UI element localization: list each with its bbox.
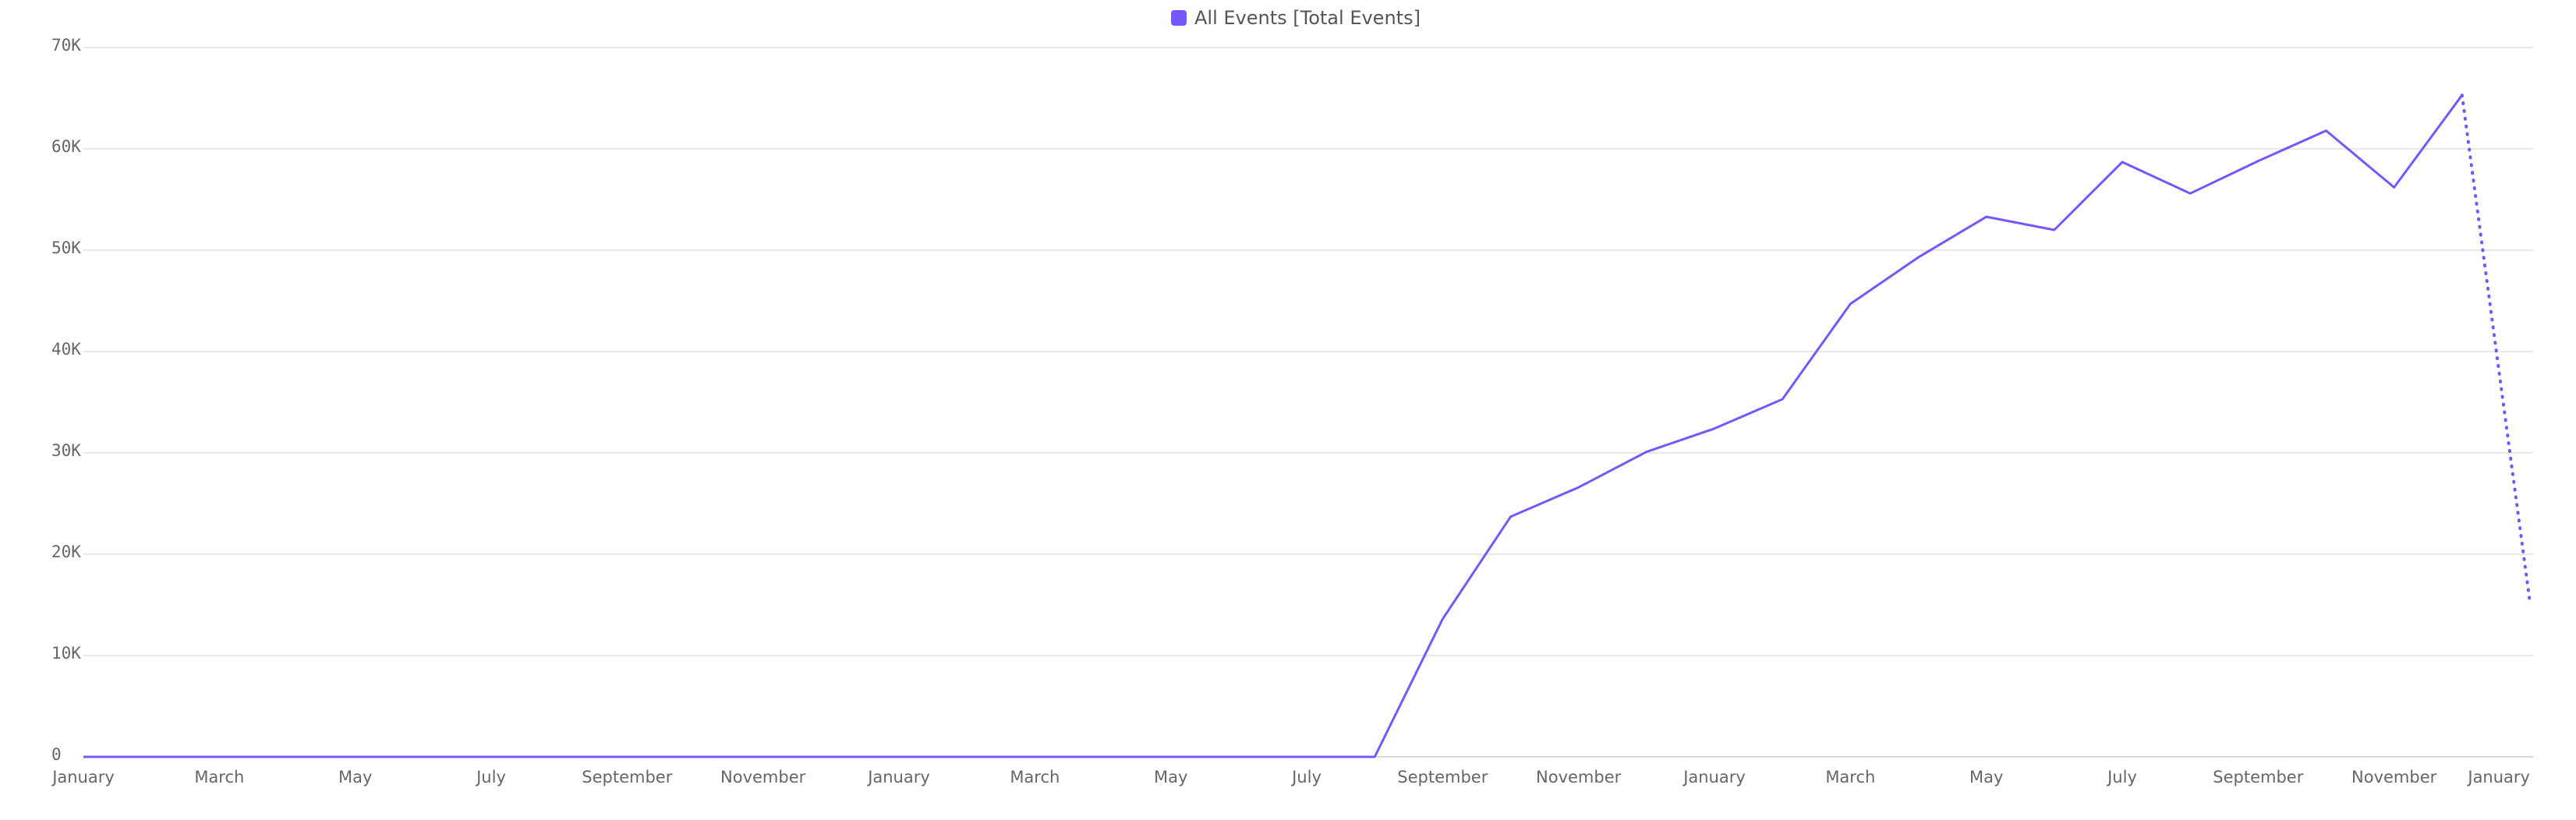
series-line-incomplete <box>2460 94 2532 605</box>
y-tick-label: 10K <box>51 644 81 663</box>
x-tick-label: January <box>51 768 115 786</box>
y-tick-label: 60K <box>51 137 81 156</box>
x-tick-label: September <box>1397 768 1488 786</box>
legend-item: All Events [Total Events] <box>1171 7 1421 29</box>
x-tick-label: July <box>475 768 506 786</box>
x-tick-label: May <box>1969 768 2003 786</box>
x-tick-label: November <box>1536 768 1622 786</box>
x-tick-label: May <box>1154 768 1187 786</box>
x-tick-label: May <box>338 768 372 786</box>
x-tick-label: January <box>1682 768 1746 786</box>
x-tick-label: November <box>2351 768 2437 786</box>
x-tick-label: March <box>1010 768 1060 786</box>
series-line <box>83 94 2464 758</box>
y-tick-label: 50K <box>51 239 81 257</box>
legend: All Events [Total Events] <box>1171 7 1421 29</box>
legend-swatch <box>1171 10 1187 26</box>
x-tick-label: November <box>720 768 806 786</box>
legend-label: All Events [Total Events] <box>1194 7 1421 29</box>
x-tick-label: July <box>2106 768 2137 786</box>
y-tick-label: 0 <box>51 745 62 764</box>
y-tick-label: 70K <box>51 36 81 55</box>
x-tick-label: January <box>2466 768 2530 786</box>
x-tick-label: March <box>194 768 244 786</box>
y-tick-label: 40K <box>51 340 81 359</box>
x-tick-label: January <box>866 768 930 786</box>
y-tick-label: 20K <box>51 543 81 561</box>
x-tick-label: September <box>582 768 672 786</box>
x-tick-label: July <box>1290 768 1322 786</box>
x-tick-label: September <box>2213 768 2303 786</box>
x-tick-label: March <box>1825 768 1875 786</box>
y-tick-label: 30K <box>51 441 81 460</box>
